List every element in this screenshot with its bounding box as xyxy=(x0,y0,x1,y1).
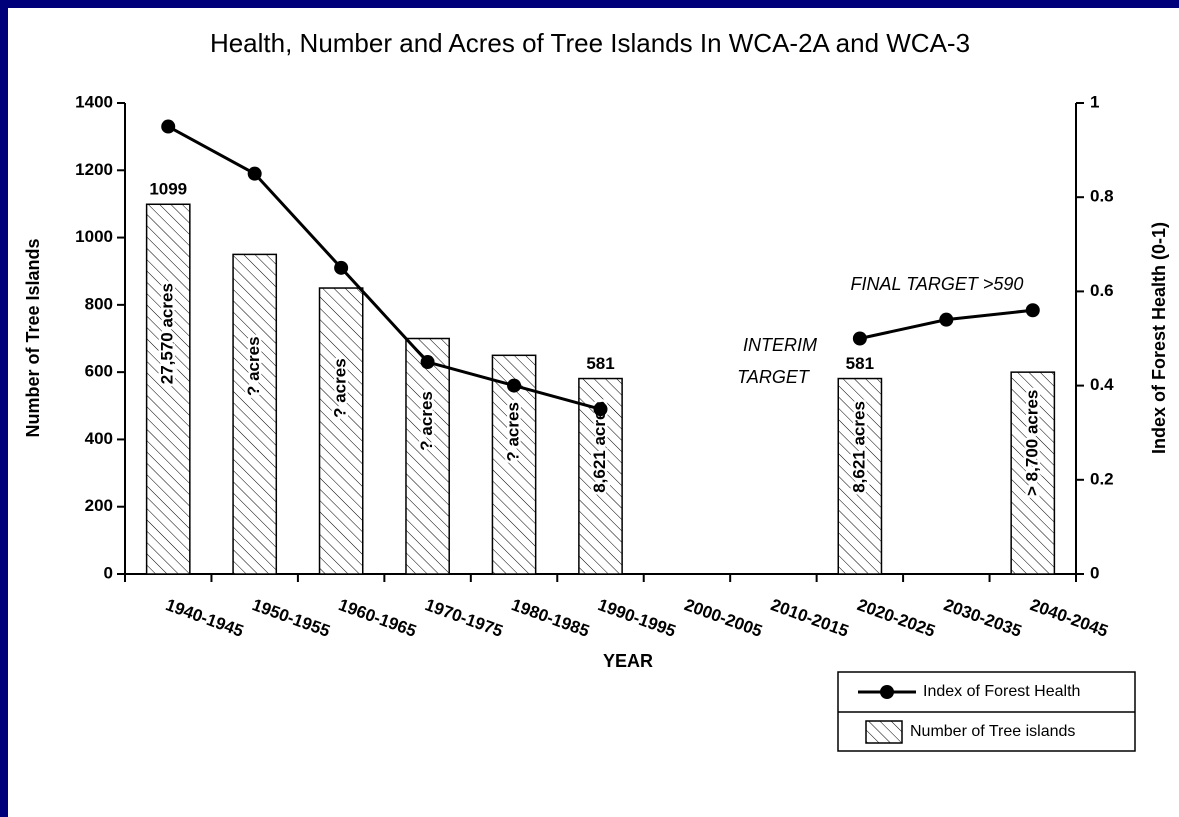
bar-label: ? acres xyxy=(331,358,350,418)
annotation: TARGET xyxy=(737,367,811,387)
bar-label: ? acres xyxy=(244,336,263,396)
y2-tick-label: 0.4 xyxy=(1090,375,1114,394)
y2-tick-label: 0 xyxy=(1090,563,1099,582)
legend-label: Number of Tree islands xyxy=(910,723,1075,740)
bar-label: ? acres xyxy=(417,391,436,451)
y2-tick-label: 1 xyxy=(1090,92,1099,111)
y2-axis-title: Index of Forest Health (0-1) xyxy=(1149,222,1169,454)
bar-label: 8,621 acres xyxy=(849,401,868,493)
point xyxy=(939,312,954,327)
value-label: 581 xyxy=(846,354,874,373)
y2-tick-label: 0.8 xyxy=(1090,187,1114,206)
bar-label: 27,570 acres xyxy=(158,283,177,384)
legend-point xyxy=(880,685,894,699)
y-tick-label: 1200 xyxy=(75,160,113,179)
annotation: INTERIM xyxy=(743,335,817,355)
y2-tick-label: 0.2 xyxy=(1090,469,1114,488)
y-tick-label: 1400 xyxy=(75,92,113,111)
bar xyxy=(837,377,883,575)
x-axis-title: YEAR xyxy=(603,651,653,671)
legend-swatch xyxy=(865,720,903,744)
y-tick-label: 600 xyxy=(85,362,113,381)
point xyxy=(852,331,867,346)
bar-label: > 8,700 acres xyxy=(1022,390,1041,496)
bar xyxy=(405,337,450,575)
chart-title: Health, Number and Acres of Tree Islands… xyxy=(210,28,970,58)
y2-tick-label: 0.6 xyxy=(1090,281,1114,300)
point xyxy=(420,355,435,370)
point xyxy=(334,260,349,275)
bar xyxy=(232,253,278,575)
y-tick-label: 200 xyxy=(85,496,113,515)
y-tick-label: 400 xyxy=(85,429,113,448)
y-tick-label: 0 xyxy=(104,563,113,582)
point xyxy=(1025,303,1040,318)
y-tick-label: 1000 xyxy=(75,227,113,246)
y-tick-label: 800 xyxy=(85,294,113,313)
bar xyxy=(145,203,191,575)
point xyxy=(507,378,522,393)
bar xyxy=(1010,371,1056,575)
point xyxy=(247,166,262,181)
point xyxy=(593,402,608,417)
value-label: 581 xyxy=(586,354,614,373)
point xyxy=(161,119,176,134)
bar-label: ? acres xyxy=(504,402,523,462)
value-label: 1099 xyxy=(149,180,187,199)
annotation: FINAL TARGET >590 xyxy=(851,274,1024,294)
y-axis-title: Number of Tree Islands xyxy=(23,238,43,437)
bar xyxy=(318,287,364,575)
legend-label: Index of Forest Health xyxy=(923,683,1080,700)
